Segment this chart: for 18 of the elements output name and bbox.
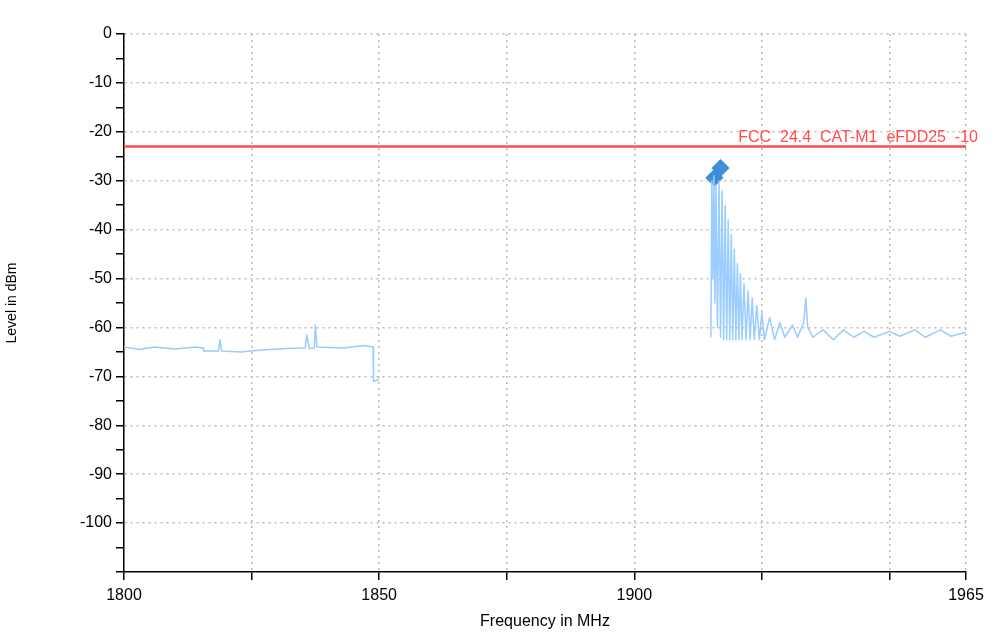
x-tick-label: 1850 bbox=[361, 586, 398, 604]
y-tick-label: -30 bbox=[88, 171, 113, 189]
y-tick-label: 0 bbox=[103, 24, 113, 42]
x-tick-label: 1965 bbox=[948, 586, 984, 604]
y-axis-title: Level in dBm bbox=[3, 262, 20, 344]
x-axis-title: Frequency in MHz bbox=[480, 611, 610, 629]
y-tick-label: -50 bbox=[88, 268, 113, 286]
y-tick-label: -20 bbox=[88, 122, 113, 140]
x-tick-label: 1900 bbox=[616, 586, 653, 604]
x-tick-label: 1800 bbox=[106, 586, 142, 604]
y-tick-label: -60 bbox=[88, 317, 113, 335]
y-tick-label: -100 bbox=[79, 513, 113, 531]
y-tick-label: -40 bbox=[88, 220, 113, 238]
y-tick-label: -10 bbox=[88, 73, 113, 91]
ref-line-label: FCC 24.4 CAT-M1 eFDD25 -10 bbox=[738, 127, 979, 145]
y-tick-label: -90 bbox=[88, 464, 113, 482]
y-tick-label: -80 bbox=[88, 415, 113, 433]
y-tick-label: -70 bbox=[88, 366, 113, 384]
